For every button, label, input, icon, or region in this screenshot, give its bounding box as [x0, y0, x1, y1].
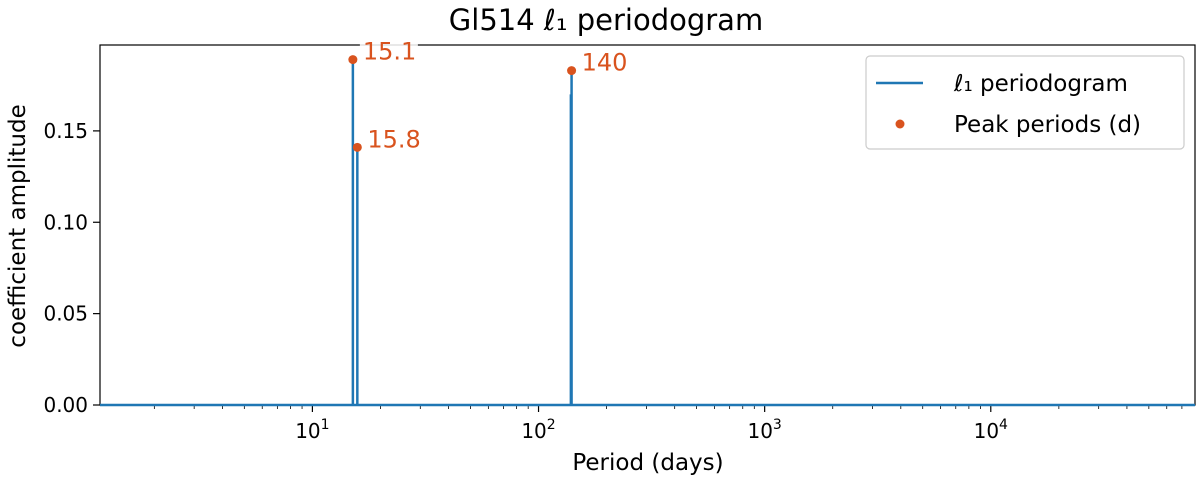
y-tick-label: 0.05: [43, 302, 88, 326]
x-tick-label: 103: [747, 417, 781, 443]
x-tick-label: 101: [295, 417, 329, 443]
y-axis-ticks: 0.00 0.05 0.10 0.15: [43, 119, 100, 417]
y-axis-label: coefficient amplitude: [5, 104, 31, 347]
peak-marker: [348, 55, 358, 65]
peak-markers: 15.1 15.8 140: [348, 38, 628, 153]
peak-label-background: [364, 126, 423, 153]
peak-marker: [567, 66, 577, 76]
y-tick-label: 0.00: [43, 393, 88, 417]
y-tick-label: 0.10: [43, 210, 88, 234]
legend-box: [865, 55, 1185, 150]
peak-label-background: [578, 49, 624, 76]
x-axis-label: Period (days): [572, 450, 723, 476]
peak-label-background: [359, 38, 418, 65]
legend-label-periodogram: ℓ₁ periodogram: [953, 71, 1128, 97]
series-lines: [100, 59, 1195, 407]
peak-label: 15.1: [363, 38, 416, 66]
chart-title: Gl514 ℓ₁ periodogram: [449, 3, 763, 37]
y-tick-label: 0.15: [43, 119, 88, 143]
legend-label-peaks: Peak periods (d): [954, 112, 1141, 138]
peak-label: 140: [582, 49, 628, 77]
x-tick-label: 104: [974, 417, 1008, 443]
peak-marker: [352, 142, 362, 152]
legend-marker-swatch: [895, 119, 905, 129]
x-tick-label: 102: [521, 417, 555, 443]
legend: ℓ₁ periodogram Peak periods (d): [865, 55, 1185, 150]
peak-label: 15.8: [367, 125, 420, 153]
